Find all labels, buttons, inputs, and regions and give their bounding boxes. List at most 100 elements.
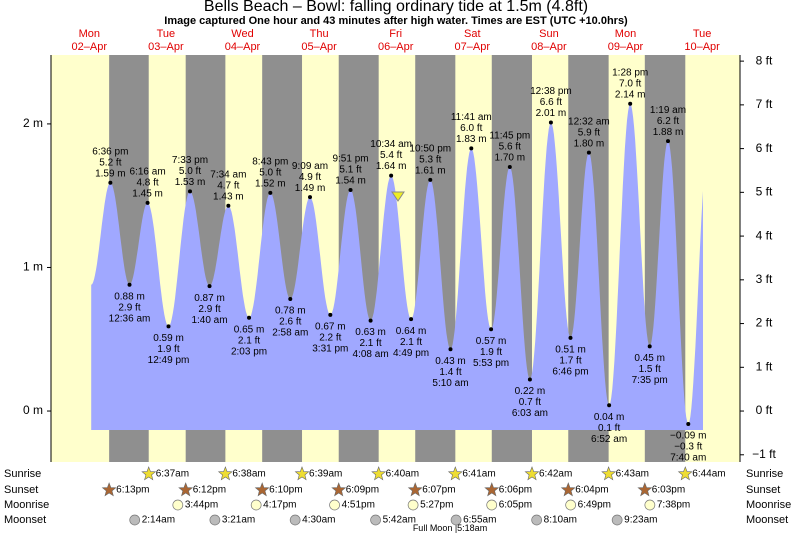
moonset-time: 9:23am xyxy=(624,515,657,526)
tide-label: 1:40 am xyxy=(191,315,227,326)
sunset-time: 6:04pm xyxy=(575,485,608,496)
tide-label: 11:45 pm xyxy=(489,131,530,142)
moonset-icon xyxy=(209,514,221,526)
sunset-icon xyxy=(637,482,653,497)
y-tick-label: 2 m xyxy=(23,116,43,130)
tide-label: 1.88 m xyxy=(653,127,684,138)
tide-label: 2.01 m xyxy=(536,108,567,119)
day-date: 05–Apr xyxy=(301,41,337,53)
tide-point xyxy=(489,327,494,332)
day-name: Tue xyxy=(157,28,176,40)
moonset-time: 4:30am xyxy=(302,515,335,526)
tide-point xyxy=(647,344,652,349)
y2-tick-label: 3 ft xyxy=(756,272,773,286)
sunset-time: 6:12pm xyxy=(193,485,226,496)
tide-label: 0.63 m xyxy=(355,327,386,338)
moonrise-icon xyxy=(407,499,419,511)
tide-label: 9:51 pm xyxy=(332,154,368,165)
current-level-marker xyxy=(391,191,405,202)
tide-label: 1:19 am xyxy=(650,105,686,116)
tide-point xyxy=(389,173,394,178)
tide-point xyxy=(548,120,553,125)
tide-area xyxy=(91,103,703,430)
moonrise-time: 5:27pm xyxy=(420,500,453,511)
sunset-time: 6:13pm xyxy=(116,485,149,496)
tide-point xyxy=(507,164,512,169)
row-label: Sunset xyxy=(746,484,780,496)
tide-label: 4.8 ft xyxy=(136,178,158,189)
tide-label: 9:09 am xyxy=(292,161,328,172)
tide-label: 2.6 ft xyxy=(279,317,301,328)
tide-point xyxy=(586,150,591,155)
y2-tick-label: 0 ft xyxy=(756,403,773,417)
sunrise-time: 6:40am xyxy=(386,469,419,480)
tide-point xyxy=(409,317,414,322)
tide-label: 5.1 ft xyxy=(339,165,361,176)
y2-tick-label: 4 ft xyxy=(756,228,773,242)
tide-label: 0.64 m xyxy=(396,326,427,337)
day-name: Wed xyxy=(231,28,253,40)
tide-label: 2.1 ft xyxy=(238,335,260,346)
tide-label: 4:08 am xyxy=(353,349,389,360)
tide-point xyxy=(108,180,113,185)
tide-label: 5.9 ft xyxy=(578,127,600,138)
moonrise-icon xyxy=(172,499,184,511)
tide-label: 12:38 pm xyxy=(530,86,572,97)
tide-label: 1.61 m xyxy=(415,166,446,177)
tide-label: 1.7 ft xyxy=(559,355,581,366)
day-date: 03–Apr xyxy=(148,41,184,53)
tide-label: 1.64 m xyxy=(376,161,407,172)
tide-point xyxy=(469,146,474,151)
tide-point xyxy=(268,190,273,195)
tide-label: 7:35 pm xyxy=(632,375,668,386)
tide-label: 5.2 ft xyxy=(99,157,121,168)
tide-label: 0.57 m xyxy=(476,336,507,347)
sunset-time: 6:03pm xyxy=(652,485,685,496)
tide-point xyxy=(686,421,691,426)
tide-label: 0.51 m xyxy=(555,344,586,355)
tide-label: 2.1 ft xyxy=(359,338,381,349)
sunrise-icon xyxy=(447,466,463,481)
tide-label: 0.43 m xyxy=(435,356,466,367)
day-date: 07–Apr xyxy=(455,41,491,53)
sunrise-time: 6:41am xyxy=(462,469,495,480)
tide-label: 5:10 am xyxy=(432,378,468,389)
tide-point xyxy=(328,312,333,317)
sunrise-icon xyxy=(524,466,540,481)
tide-label: 1.4 ft xyxy=(439,367,461,378)
tide-label: 4.7 ft xyxy=(217,180,239,191)
y2-tick-label: 6 ft xyxy=(756,141,773,155)
tide-label: 7:34 am xyxy=(210,169,246,180)
tide-label: 1.5 ft xyxy=(639,364,661,375)
day-name: Mon xyxy=(615,28,636,40)
tide-label: 1.43 m xyxy=(213,191,244,202)
tide-point xyxy=(207,284,212,289)
sunset-icon xyxy=(407,482,423,497)
tide-point xyxy=(428,177,433,182)
tide-label: 7:33 pm xyxy=(172,155,208,166)
tide-label: 2.14 m xyxy=(615,89,646,100)
tide-label: 2.1 ft xyxy=(400,337,422,348)
sunset-time: 6:06pm xyxy=(499,485,532,496)
sunset-icon xyxy=(178,482,194,497)
tide-label: 0.45 m xyxy=(634,353,665,364)
tide-label: 1.83 m xyxy=(456,134,487,145)
y-tick-label: 1 m xyxy=(23,260,43,274)
chart-subtitle: Image captured One hour and 43 minutes a… xyxy=(164,15,628,27)
sunrise-time: 6:42am xyxy=(539,469,572,480)
tide-point xyxy=(527,377,532,382)
tide-label: 1.9 ft xyxy=(157,344,179,355)
sunset-icon xyxy=(484,482,500,497)
row-label: Moonrise xyxy=(746,499,791,511)
moonrise-icon xyxy=(644,499,656,511)
tide-label: 6:52 am xyxy=(591,434,627,445)
sunset-time: 6:10pm xyxy=(269,485,302,496)
moonrise-time: 4:17pm xyxy=(263,500,296,511)
tide-label: 5.6 ft xyxy=(499,142,521,153)
row-label: Moonset xyxy=(746,514,788,526)
y2-tick-label: 5 ft xyxy=(756,185,773,199)
tide-point xyxy=(448,347,453,352)
tide-label: 4.9 ft xyxy=(299,172,321,183)
sunset-time: 6:09pm xyxy=(346,485,379,496)
tide-label: 5.4 ft xyxy=(380,150,402,161)
